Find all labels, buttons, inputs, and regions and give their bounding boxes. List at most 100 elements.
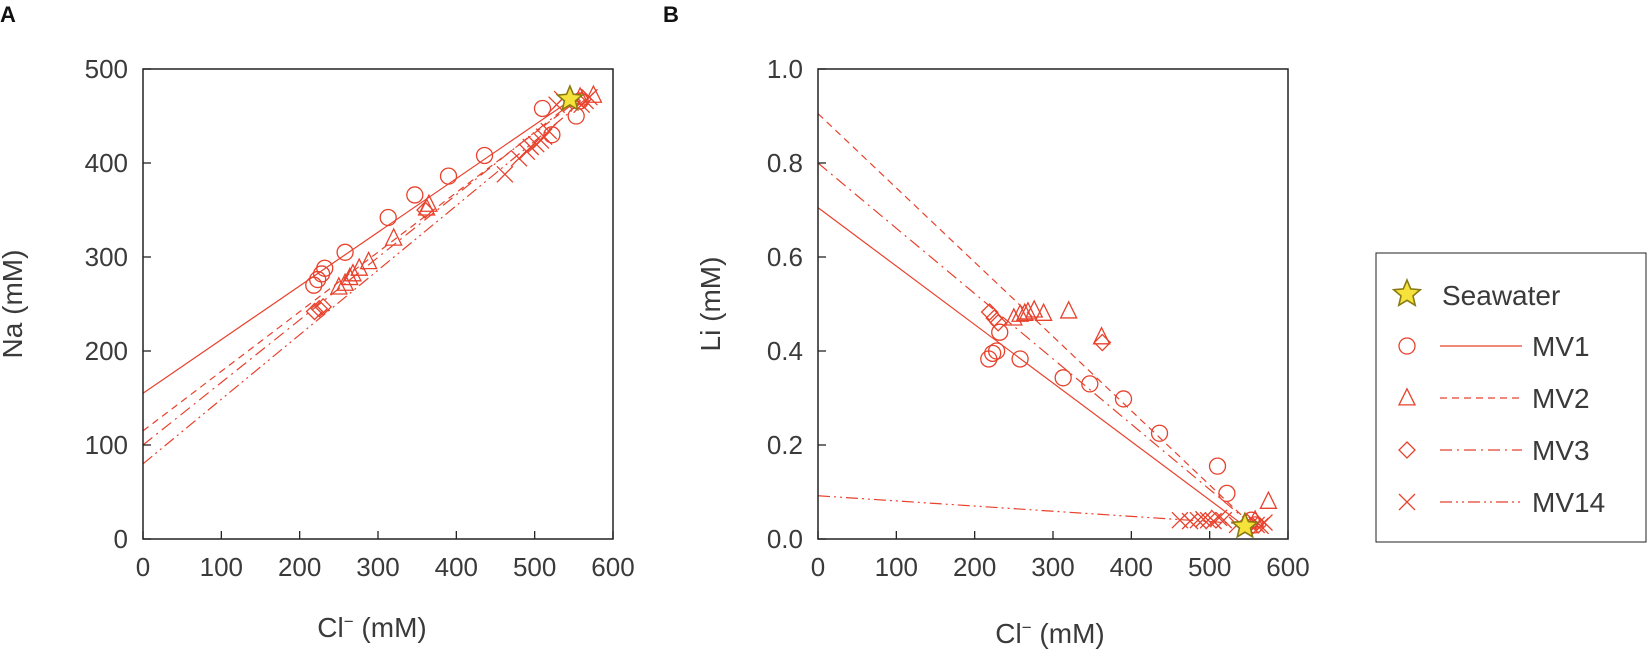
panel-a-x-tick-label-1: 100 (200, 552, 243, 582)
panel-b-point-mv1-3 (991, 323, 1009, 341)
legend: Seawater MV1 MV2 MV3 MV14 (1375, 252, 1647, 543)
panel-a-fit-line-mv1 (142, 98, 573, 394)
panel-a-point-mv3-2 (314, 297, 333, 316)
panel-b-chart: 0 100 200 300 400 500 600 0.0 0.2 0.4 0.6 0.8 1.0 Li… (695, 54, 1310, 649)
panel-b-point-mv14-11 (1256, 514, 1273, 532)
panel-a-y-tick-label-3: 300 (85, 242, 128, 272)
panel-a-point-mv2-3 (343, 263, 362, 282)
panel-a-point-mv1-8 (475, 146, 494, 165)
panel-b-markers (980, 299, 1278, 539)
panel-b-x-tick-label-6: 600 (1266, 552, 1309, 582)
panel-b-point-mv1-1 (984, 344, 1002, 363)
panel-a-x-tick-label-5: 500 (513, 552, 556, 582)
panel-b-x-tick-label-2: 200 (953, 552, 996, 582)
legend-seawater-star-icon (1391, 277, 1423, 307)
panel-b-point-mv2-4 (1025, 299, 1044, 318)
legend-marker-mv1 (1398, 337, 1416, 355)
panel-a-y-tick-label-1: 100 (85, 430, 128, 460)
panel-b-y-tick-label-4: 0.8 (767, 148, 803, 178)
panel-a-ticks: 0 100 200 300 400 500 600 0 100 200 300 400 500 (85, 54, 635, 582)
panel-a-point-mv1-6 (406, 186, 424, 204)
panel-a-x-axis-label: Cl− (mM) (317, 612, 426, 643)
panel-a-point-mv2-10 (584, 84, 603, 103)
panel-a-y-tick-label-4: 400 (85, 148, 128, 178)
panel-a-fit-lines (142, 96, 589, 465)
panel-b-fit-line-mv2 (817, 113, 1258, 531)
panel-b-point-mv14-6 (1210, 509, 1228, 527)
legend-marker-mv14 (1398, 493, 1416, 511)
panel-a-point-mv14-3 (522, 138, 540, 156)
panel-a-point-mv2-4 (350, 257, 369, 276)
legend-seawater-label: Seawater (1442, 280, 1560, 311)
legend-box (1375, 252, 1647, 543)
panel-a-point-mv1-5 (379, 208, 397, 227)
panel-a-y-axis-label: Na (mM) (0, 250, 28, 359)
panel-b-point-mv2-9 (1259, 490, 1278, 509)
panel-a-point-mv3-3 (416, 201, 434, 219)
panel-b-point-mv2-3 (1018, 301, 1037, 320)
panel-b-point-mv1-4 (1011, 350, 1029, 368)
legend-label-mv1: MV1 (1532, 331, 1590, 362)
panel-b-point-mv1-7 (1114, 390, 1133, 408)
panel-b-y-axis-label: Li (mM) (695, 257, 726, 352)
panel-b-x-tick-label-3: 300 (1031, 552, 1074, 582)
panel-a-point-mv1-7 (439, 167, 458, 185)
panel-b-x-axis-label-rest: (mM) (1032, 618, 1105, 649)
panel-a-point-mv1-4 (336, 243, 354, 261)
legend-marker-mv3 (1398, 441, 1416, 459)
panel-a-x-tick-label-4: 400 (435, 552, 478, 582)
panel-b-point-mv2-7 (1092, 326, 1111, 345)
panel-b-ticks: 0 100 200 300 400 500 600 0.0 0.2 0.4 0.6 0.8 1.0 (767, 54, 1310, 582)
panel-a-x-axis-label-rest: (mM) (354, 612, 427, 643)
legend-marker-mv2 (1397, 387, 1417, 406)
panel-a-point-mv1-3 (316, 259, 334, 277)
panel-a-point-mv1-10 (543, 126, 561, 144)
panel-a-point-mv2-6 (384, 227, 403, 246)
panel-b-point-mv3-3 (1093, 333, 1112, 352)
legend-seawater-star-shape (1391, 277, 1423, 307)
panel-b-y-tick-label-3: 0.6 (767, 242, 803, 272)
panel-a-point-mv1-2 (312, 265, 331, 283)
panel-a-chart: 0 100 200 300 400 500 600 0 100 200 300 400 500 Na (… (0, 54, 635, 643)
panel-b-point-mv14-7 (1215, 511, 1233, 529)
panel-b-point-mv1-5 (1054, 369, 1072, 387)
panel-b-y-tick-label-0: 0.0 (767, 524, 803, 554)
panel-b-x-axis-label-sup: − (1022, 618, 1032, 637)
panel-a-point-mv2-1 (336, 272, 355, 291)
panel-b-point-mv1-9 (1208, 457, 1227, 475)
panel-letter-a: A (0, 2, 16, 27)
panel-a-fit-line-mv3 (142, 96, 579, 446)
panel-a-point-mv3-1 (310, 299, 329, 318)
panel-b-point-mv2-1 (1011, 303, 1030, 322)
panel-a-point-mv2-2 (340, 267, 359, 286)
panel-b-x-tick-label-0: 0 (811, 552, 825, 582)
panel-a-y-tick-label-0: 0 (114, 524, 128, 554)
panel-b-y-tick-label-2: 0.4 (767, 336, 803, 366)
panel-a-point-mv14-12 (581, 88, 598, 106)
panel-a-point-mv2-5 (359, 251, 378, 270)
panel-a-x-tick-label-6: 600 (591, 552, 634, 582)
panel-b-y-tick-label-5: 1.0 (767, 54, 803, 84)
panel-a-y-tick-label-5: 500 (85, 54, 128, 84)
panel-a-x-tick-label-3: 300 (356, 552, 399, 582)
legend-entries: MV1 MV2 MV3 MV14 (1397, 331, 1605, 518)
panel-b-point-mv2-6 (1059, 300, 1078, 319)
panel-b-fit-line-mv3 (817, 162, 1258, 530)
panel-a-point-mv2-0 (329, 276, 348, 295)
panel-a-point-mv14-0 (496, 165, 514, 183)
panel-b-y-tick-label-1: 0.2 (767, 430, 803, 460)
panel-b-point-mv1-2 (987, 342, 1006, 360)
panel-b-plot-frame (817, 68, 1289, 540)
panel-a-y-tick-label-2: 200 (85, 336, 128, 366)
panel-b-point-mv3-2 (989, 313, 1008, 332)
panel-b-x-axis-label: Cl− (mM) (995, 618, 1104, 649)
panel-letter-b: B (663, 2, 679, 27)
panel-a-x-tick-label-0: 0 (136, 552, 150, 582)
legend-label-mv2: MV2 (1532, 383, 1590, 414)
panel-a-point-mv1-9 (533, 99, 552, 118)
panel-a-x-axis-label-main: Cl (317, 612, 343, 643)
panel-b-point-mv1-6 (1081, 375, 1099, 393)
panel-a-markers (305, 84, 603, 321)
panel-a-x-axis-label-sup: − (344, 612, 354, 631)
